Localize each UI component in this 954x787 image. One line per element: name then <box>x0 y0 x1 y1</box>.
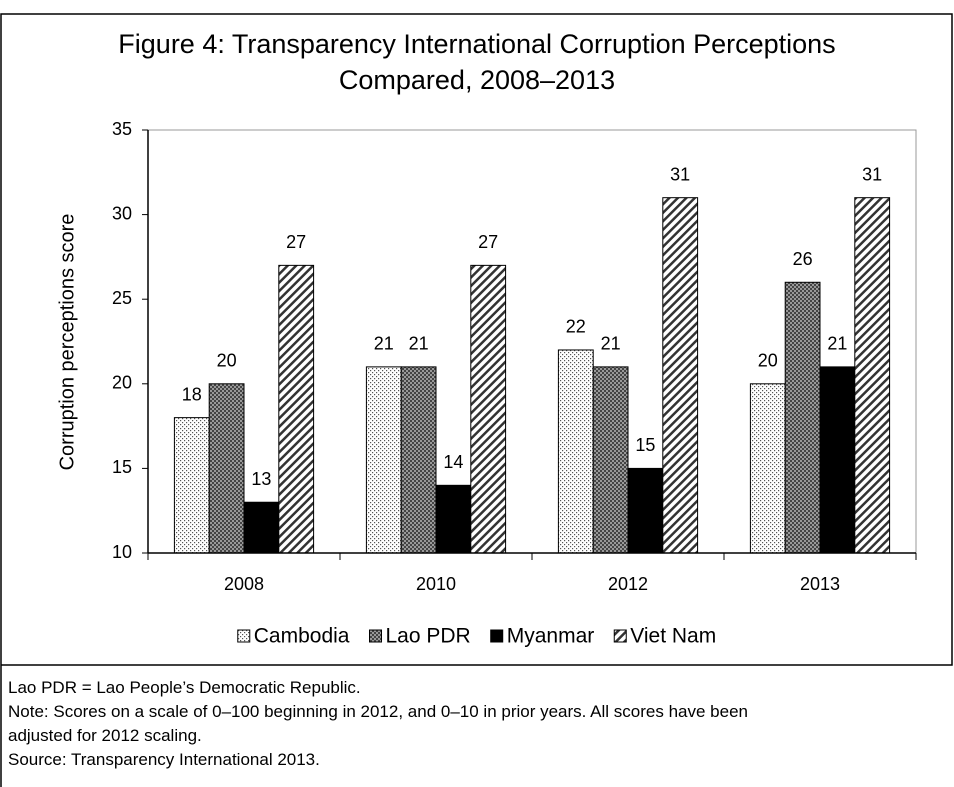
legend-swatch <box>369 629 382 643</box>
data-label: 27 <box>286 232 306 252</box>
y-tick-label: 15 <box>112 457 132 477</box>
bar <box>819 366 856 554</box>
data-label: 31 <box>670 164 690 184</box>
bar <box>662 197 699 554</box>
plot-border <box>148 129 917 553</box>
note: Lao PDR = Lao People’s Democratic Republ… <box>8 678 361 697</box>
data-label: 21 <box>374 334 394 354</box>
y-tick-label: 35 <box>112 119 132 139</box>
data-label: 21 <box>827 334 847 354</box>
frame <box>0 13 953 787</box>
data-label: 13 <box>251 469 271 489</box>
data-label: 15 <box>635 435 655 455</box>
bar <box>208 383 245 554</box>
data-label: 20 <box>758 351 778 371</box>
data-label: 26 <box>793 249 813 269</box>
x-tick-label: 2012 <box>608 574 648 594</box>
y-tick-label: 10 <box>112 542 132 562</box>
bar <box>627 467 664 554</box>
legend-label: Cambodia <box>254 625 350 648</box>
data-label: 20 <box>217 351 237 371</box>
legend-swatch <box>237 629 251 643</box>
bar <box>400 366 437 554</box>
legend-swatch <box>490 629 504 643</box>
bar <box>435 484 472 554</box>
x-tick-label: 2010 <box>416 574 456 594</box>
note: Source: Transparency International 2013. <box>8 750 320 769</box>
chart-title: Figure 4: Transparency International Cor… <box>118 29 835 59</box>
bar <box>557 349 594 554</box>
legend-label: Viet Nam <box>630 625 716 648</box>
legend-label: Myanmar <box>507 625 595 648</box>
data-label: 14 <box>443 452 463 472</box>
legend-swatch <box>613 629 627 643</box>
x-tick-label: 2008 <box>224 574 264 594</box>
data-label: 18 <box>182 384 202 404</box>
data-label: 21 <box>601 334 621 354</box>
x-tick-label: 2013 <box>800 574 840 594</box>
bar <box>784 281 821 554</box>
bar <box>173 417 210 554</box>
data-label: 21 <box>409 334 429 354</box>
bar <box>854 197 891 554</box>
y-tick-label: 30 <box>112 203 132 223</box>
bar <box>470 264 507 554</box>
chart-title: Compared, 2008–2013 <box>339 65 615 95</box>
data-label: 31 <box>862 164 882 184</box>
bar <box>592 366 629 554</box>
legend-label: Lao PDR <box>386 625 471 648</box>
bar <box>243 501 280 554</box>
bar <box>749 383 786 554</box>
data-label: 27 <box>478 232 498 252</box>
y-tick-label: 25 <box>112 288 132 308</box>
bar <box>365 366 402 554</box>
y-tick-label: 20 <box>112 373 132 393</box>
y-axis-label: Corruption perceptions score <box>56 214 78 471</box>
data-label: 22 <box>566 317 586 337</box>
note: Note: Scores on a scale of 0–100 beginni… <box>8 702 748 745</box>
bar <box>278 264 315 554</box>
